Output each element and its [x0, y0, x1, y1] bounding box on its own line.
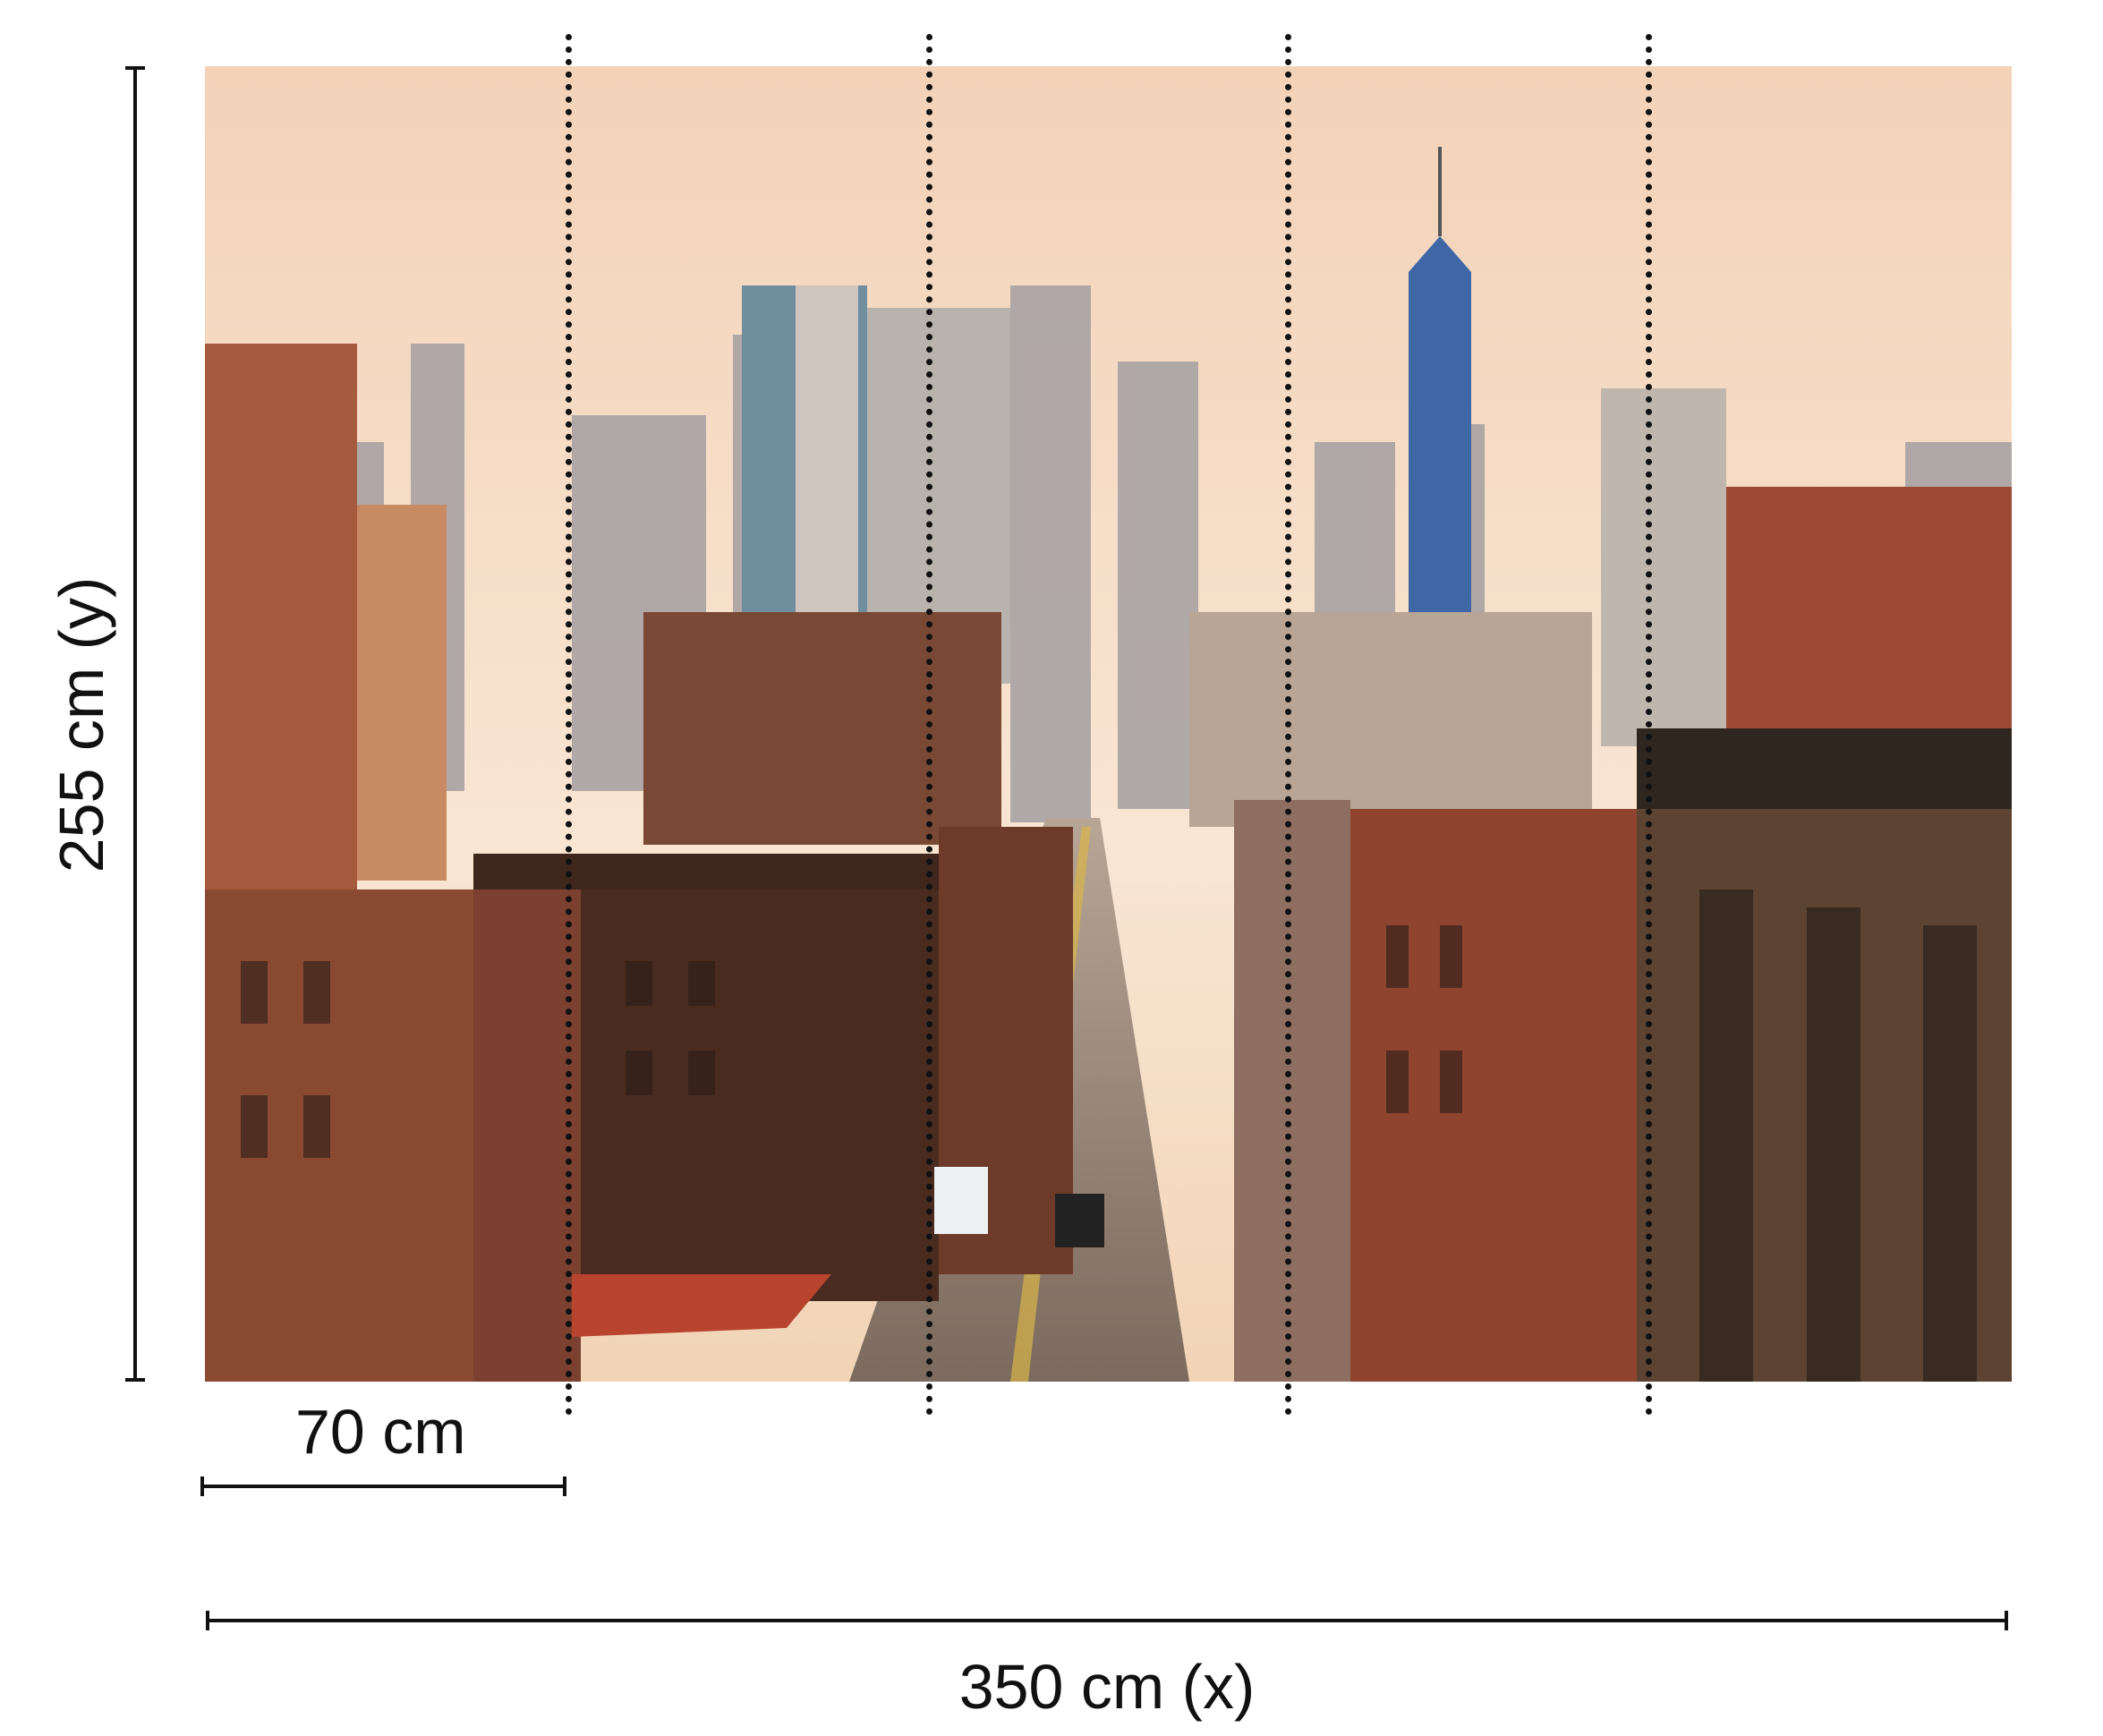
wallpaper-photo	[205, 66, 2012, 1382]
height-dimension-line	[125, 66, 145, 1382]
panel-seam-3	[1285, 34, 1291, 1416]
width-dimension-line	[206, 1611, 2008, 1630]
panel-seam-1	[566, 34, 572, 1416]
panel-seam-4	[1646, 34, 1652, 1416]
panel-seam-2	[926, 34, 932, 1416]
width-label: 350 cm (x)	[958, 1652, 1256, 1722]
cityscape-image	[205, 66, 2012, 1382]
height-label: 255 cm (y)	[47, 576, 116, 873]
panel-width-dimension-line	[200, 1476, 566, 1496]
panel-width-label: 70 cm	[295, 1397, 466, 1467]
